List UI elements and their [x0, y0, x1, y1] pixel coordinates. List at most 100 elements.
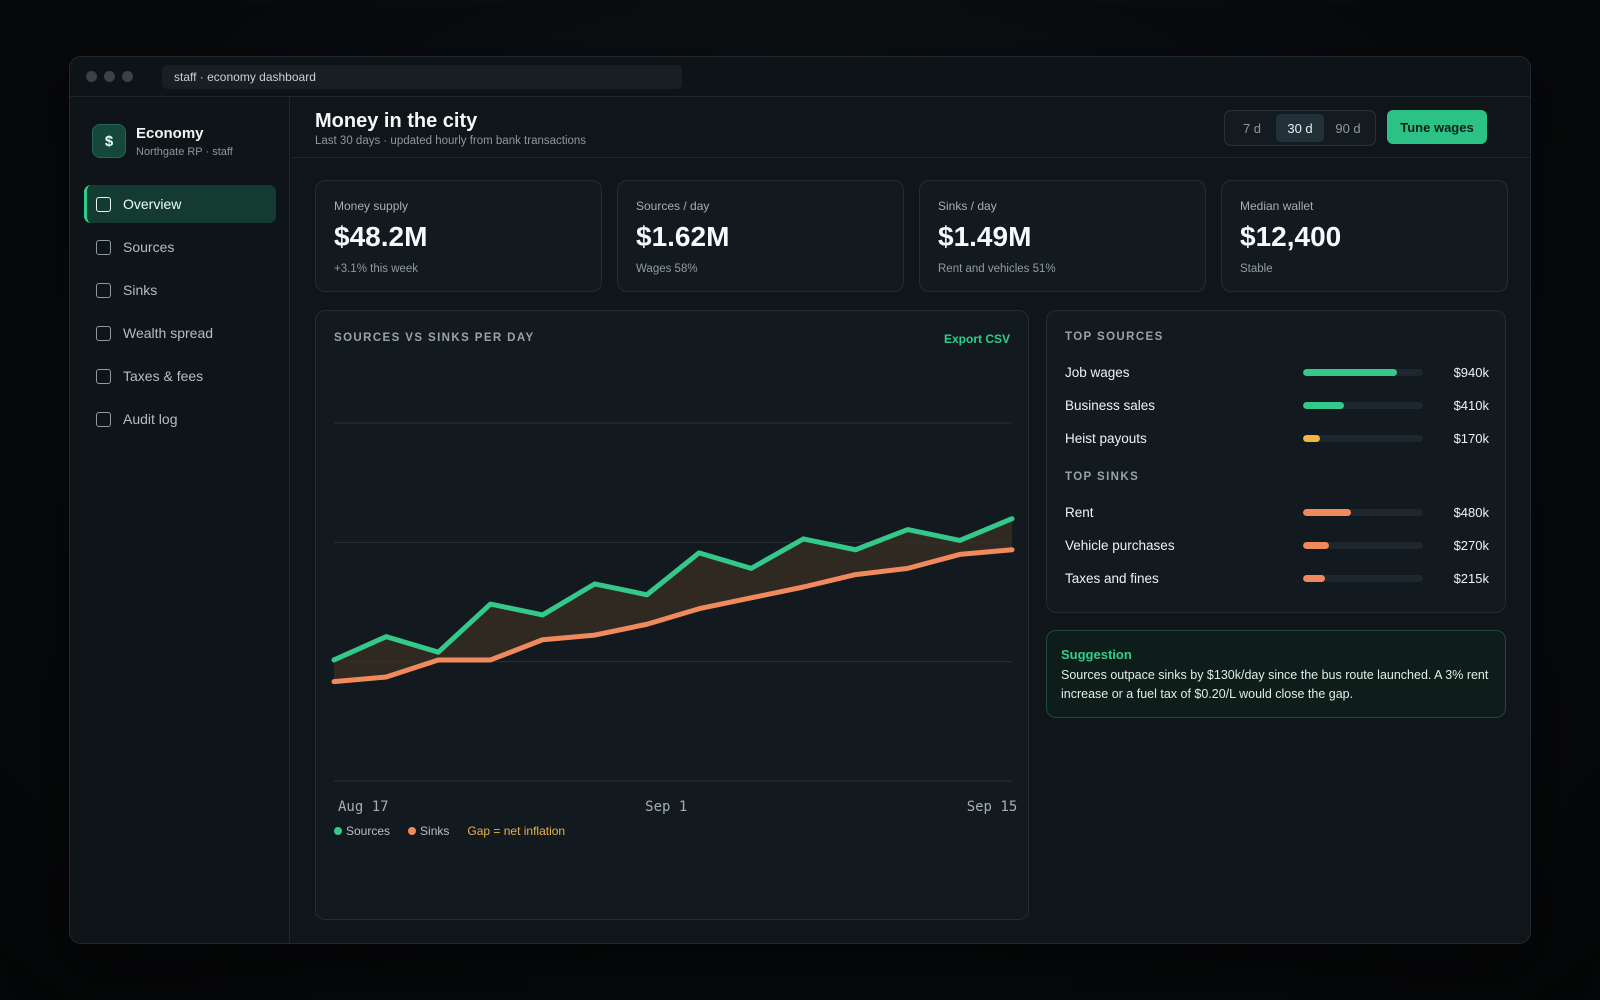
wealth-spread-icon [96, 325, 111, 341]
share-bar-fill [1303, 541, 1330, 549]
row-value: $215k [1453, 570, 1489, 586]
suggestion-card: Suggestion Sources outpace sinks by $130… [1046, 630, 1506, 718]
share-bar-fill [1303, 368, 1397, 376]
sidebar-item-label: Overview [123, 196, 182, 212]
x-tick-label: Aug 17 [338, 799, 389, 815]
kpi-note: +3.1% this week [334, 263, 419, 275]
export-csv-link[interactable]: Export CSV [943, 332, 1010, 346]
taxes-fees-icon [96, 368, 111, 384]
kpi-label: Sources / day [636, 199, 710, 213]
series-line-sinks [331, 547, 1015, 685]
sidebar-item-wealth-spread[interactable]: Wealth spread [84, 314, 276, 352]
tune-wages-button[interactable]: Tune wages [1387, 110, 1487, 144]
kpi-label: Median wallet [1240, 199, 1314, 213]
net-inflation-gap-area [334, 518, 1012, 682]
window-close-dot[interactable] [86, 71, 97, 82]
kpi-label: Sinks / day [938, 199, 997, 213]
range-7d-button[interactable]: 7 d [1242, 120, 1262, 136]
share-bar [1303, 401, 1423, 409]
brand: $ Economy Northgate RP · staff [92, 124, 233, 158]
sidebar-item-label: Sinks [123, 282, 158, 298]
page-subtitle: Last 30 days · updated hourly from bank … [315, 135, 587, 147]
kpi-note: Stable [1240, 263, 1273, 275]
address-bar[interactable]: staff · economy dashboard [162, 65, 682, 89]
sidebar-item-label: Audit log [123, 411, 178, 427]
kpi-value: $1.62M [636, 221, 730, 252]
range-90d-button[interactable]: 90 d [1335, 120, 1361, 136]
kpi-value: $48.2M [334, 221, 428, 252]
kpi-sources-per-day: Sources / day $1.62M Wages 58% [617, 180, 904, 292]
window-maximize-dot[interactable] [122, 71, 133, 82]
title-bar: staff · economy dashboard [70, 57, 1530, 97]
share-bar [1303, 508, 1423, 516]
overview-icon [96, 196, 111, 212]
chart-legend: Sources Sinks Gap = net inflation [334, 824, 565, 838]
row-name: Taxes and fines [1065, 570, 1159, 586]
share-bar [1303, 368, 1423, 376]
audit-log-icon [96, 411, 111, 427]
suggestion-text: Sources outpace sinks by $130k/day since… [1061, 668, 1489, 701]
list-item: Business sales $410k [1065, 395, 1489, 415]
series-line-sources [331, 516, 1015, 663]
row-value: $270k [1453, 537, 1489, 553]
sidebar-item-audit-log[interactable]: Audit log [84, 400, 276, 438]
legend-swatch [334, 827, 342, 835]
share-bar [1303, 541, 1423, 549]
suggestion-title: Suggestion [1061, 647, 1132, 662]
sources-icon [96, 239, 111, 255]
sidebar-item-label: Wealth spread [123, 325, 214, 341]
row-name: Job wages [1065, 364, 1130, 380]
dollar-logo-icon: $ [92, 124, 126, 158]
top-sources-sinks-card: TOP SOURCES Job wages $940k Business sal… [1046, 310, 1506, 613]
sidebar-item-label: Sources [123, 239, 175, 255]
chart-title: SOURCES VS SINKS PER DAY [334, 332, 535, 344]
share-bar-fill [1303, 574, 1325, 582]
list-item: Rent $480k [1065, 502, 1489, 522]
app-window: staff · economy dashboard $ Economy Nort… [69, 56, 1531, 944]
kpi-sinks-per-day: Sinks / day $1.49M Rent and vehicles 51% [919, 180, 1206, 292]
page-header: Money in the city Last 30 days · updated… [291, 97, 1530, 158]
row-name: Business sales [1065, 397, 1156, 413]
window-minimize-dot[interactable] [104, 71, 115, 82]
top-sources-heading: TOP SOURCES [1065, 331, 1164, 343]
row-value: $940k [1453, 364, 1489, 380]
share-bar-fill [1303, 508, 1351, 516]
kpi-note: Wages 58% [636, 263, 698, 275]
top-sinks-heading: TOP SINKS [1065, 471, 1140, 483]
sidebar-item-label: Taxes & fees [123, 368, 204, 384]
brand-name: Economy [136, 124, 204, 142]
sidebar-nav: Overview Sources Sinks Wealth spread Tax… [84, 185, 276, 443]
list-item: Taxes and fines $215k [1065, 568, 1489, 588]
brand-subtitle: Northgate RP · staff [136, 145, 233, 158]
legend-label: Sinks [420, 824, 450, 838]
sources-vs-sinks-chart-card: Aug 17 Sep 1 Sep 15 SOURCES VS SINKS PER D… [315, 310, 1029, 920]
row-value: $410k [1453, 397, 1489, 413]
share-bar-fill [1303, 401, 1344, 409]
range-30d-button[interactable]: 30 d [1276, 114, 1324, 142]
share-bar [1303, 574, 1423, 582]
row-value: $170k [1453, 430, 1489, 446]
sidebar-item-taxes-fees[interactable]: Taxes & fees [84, 357, 276, 395]
sidebar: $ Economy Northgate RP · staff Overview … [70, 97, 290, 943]
share-bar [1303, 434, 1423, 442]
sidebar-item-sources[interactable]: Sources [84, 228, 276, 266]
sidebar-item-overview[interactable]: Overview [84, 185, 276, 223]
kpi-label: Money supply [334, 199, 409, 213]
row-name: Vehicle purchases [1065, 537, 1175, 553]
range-selector: 7 d 30 d 90 d [1224, 110, 1376, 146]
legend-swatch [408, 827, 417, 835]
row-name: Heist payouts [1065, 430, 1147, 446]
sinks-icon [96, 282, 111, 298]
list-item: Vehicle purchases $270k [1065, 535, 1489, 555]
kpi-note: Rent and vehicles 51% [938, 263, 1056, 275]
kpi-value: $1.49M [938, 221, 1032, 252]
x-tick-label: Sep 1 [645, 799, 687, 815]
row-name: Rent [1065, 504, 1094, 520]
share-bar-fill [1303, 434, 1320, 442]
kpi-median-wallet: Median wallet $12,400 Stable [1221, 180, 1508, 292]
legend-gap-note: Gap = net inflation [467, 824, 566, 838]
legend-item-sources: Sources [334, 824, 390, 838]
sidebar-item-sinks[interactable]: Sinks [84, 271, 276, 309]
x-tick-label: Sep 15 [967, 799, 1018, 815]
legend-label: Sources [346, 824, 391, 838]
